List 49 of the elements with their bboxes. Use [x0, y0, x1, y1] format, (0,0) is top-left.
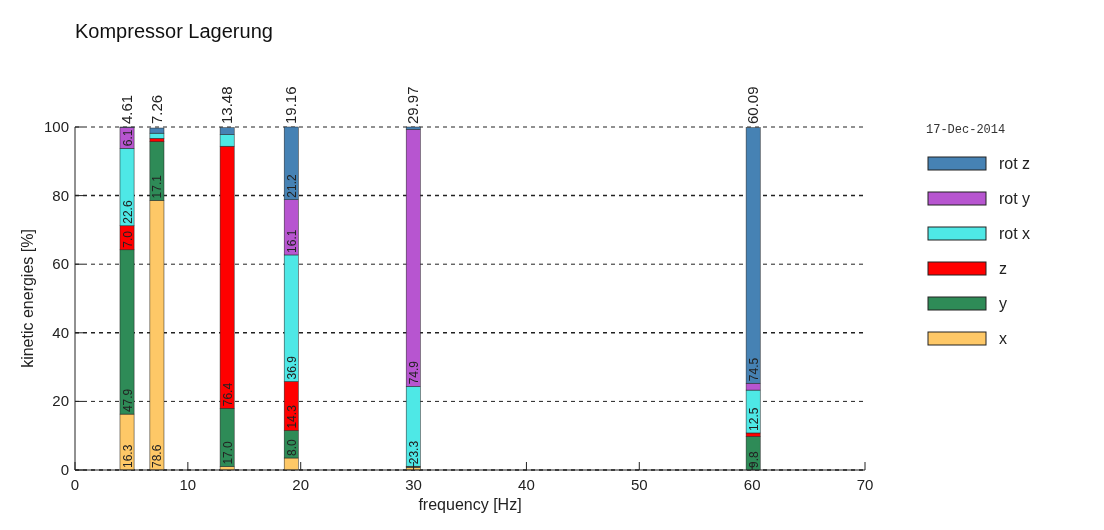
data-label: 74.9: [406, 360, 421, 385]
annotation: 29.97: [404, 86, 422, 124]
data-label: 47.9: [120, 388, 135, 413]
legend-label: y: [999, 295, 1007, 312]
y-tick-label: 100: [43, 118, 69, 135]
data-label: 7.0: [120, 230, 135, 248]
chart-title: Kompressor Lagerung: [75, 20, 273, 42]
y-tick-label: 40: [52, 323, 69, 341]
x-tick-label: 40: [518, 476, 535, 493]
x-tick-label: 10: [179, 476, 197, 493]
y-tick-label: 0: [60, 461, 69, 478]
legend-label: rot x: [999, 225, 1031, 242]
data-label: 23.3: [406, 440, 421, 465]
data-label: 9.8: [746, 450, 761, 468]
y-tick-label: 20: [52, 392, 69, 410]
y-tick-label: 80: [52, 186, 69, 204]
x-tick-label: 20: [292, 476, 310, 493]
legend-label: rot z: [999, 155, 1031, 172]
data-label: 22.6: [120, 200, 135, 224]
data-label: 78.6: [150, 444, 165, 468]
annotation: 13.48: [218, 86, 236, 124]
annotation: 7.26: [147, 94, 165, 124]
data-label: 21.2: [284, 174, 299, 198]
annotation: 4.61: [118, 94, 136, 124]
y-axis-title: kinetic energies [%]: [19, 229, 36, 368]
x-axis-title: frequency [Hz]: [418, 496, 522, 513]
data-label: 74.5: [746, 357, 761, 382]
data-label: 17.1: [150, 174, 165, 199]
data-label: 36.9: [284, 355, 299, 380]
x-tick-label: 70: [856, 476, 874, 493]
data-label: 14.3: [284, 404, 299, 429]
x-tick-label: 60: [743, 476, 761, 493]
data-label: 76.4: [220, 382, 235, 407]
legend-title: 17-Dec-2014: [926, 123, 1006, 137]
legend-label: x: [999, 330, 1007, 347]
legend-label: z: [999, 260, 1007, 277]
y-tick-label: 60: [52, 255, 69, 273]
annotation: 19.16: [282, 86, 300, 124]
data-label: 16.1: [284, 229, 299, 253]
data-label: 6.1: [120, 129, 135, 147]
legend-label: rot y: [999, 190, 1031, 207]
data-label: 12.5: [746, 407, 761, 431]
data-label: 8.0: [284, 438, 299, 456]
x-tick-label: 0: [70, 476, 80, 493]
annotation: 60.09: [744, 86, 762, 124]
data-label: 17.0: [220, 440, 235, 465]
x-tick-label: 30: [405, 476, 422, 493]
data-label: 16.3: [120, 444, 135, 468]
x-tick-label: 50: [630, 476, 648, 493]
